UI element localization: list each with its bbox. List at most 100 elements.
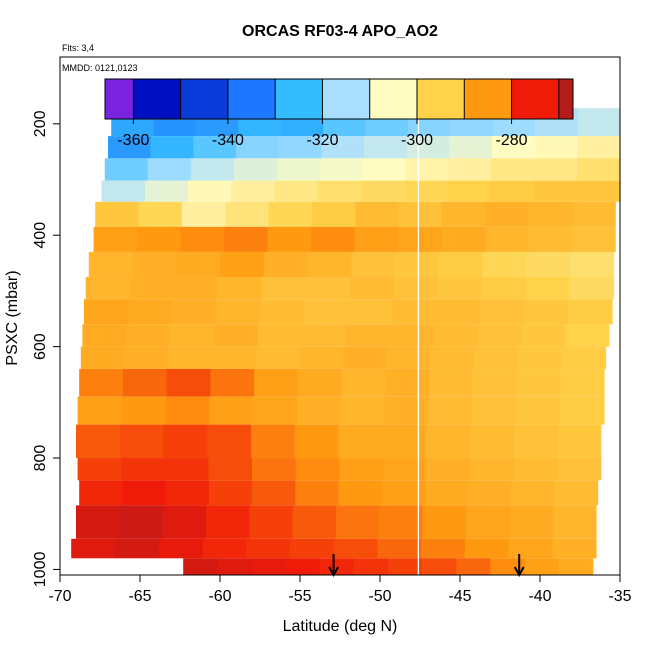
heatmap-cells bbox=[71, 108, 621, 575]
heat-cell bbox=[516, 368, 561, 397]
heat-cell bbox=[437, 277, 483, 300]
heat-cell bbox=[469, 424, 514, 459]
heat-cell bbox=[295, 480, 339, 506]
heat-cell bbox=[354, 226, 399, 252]
heat-cell bbox=[484, 226, 529, 252]
heat-cell bbox=[268, 201, 313, 227]
heat-cell bbox=[438, 251, 483, 278]
heat-cell bbox=[217, 277, 263, 300]
heat-cell bbox=[289, 538, 335, 559]
x-tick-label: -70 bbox=[48, 588, 71, 605]
heat-cell bbox=[254, 368, 299, 397]
heat-cell bbox=[534, 136, 578, 159]
heat-cell bbox=[77, 396, 123, 425]
heat-cell bbox=[224, 226, 269, 252]
heat-cell bbox=[339, 458, 384, 481]
heat-cell bbox=[406, 136, 450, 159]
heat-cell bbox=[348, 299, 393, 325]
heat-cell bbox=[114, 538, 160, 559]
heat-cell bbox=[124, 346, 169, 369]
colorbar: -360 -340 -320 -300 -280 bbox=[104, 78, 574, 149]
heat-cell bbox=[472, 368, 518, 397]
axes: -70 -65 -60 -55 -50 -45 -40 -35 200 400 600 800 1000 bbox=[32, 56, 632, 605]
colorbar-tick-label: -360 bbox=[117, 132, 149, 149]
heat-cell bbox=[511, 480, 555, 506]
y-tick-label: 800 bbox=[32, 445, 49, 472]
heat-cell bbox=[122, 480, 167, 506]
heat-cell bbox=[474, 346, 519, 369]
heat-cell bbox=[561, 346, 607, 369]
heat-cell bbox=[528, 201, 573, 227]
heat-cell bbox=[554, 480, 599, 506]
heat-cell bbox=[516, 396, 561, 425]
heat-cell bbox=[508, 538, 553, 559]
heat-cell bbox=[231, 180, 275, 202]
heat-cell bbox=[163, 424, 208, 459]
heat-cell bbox=[285, 558, 321, 575]
heat-cell bbox=[524, 299, 569, 325]
heat-cell bbox=[571, 226, 616, 252]
heat-cell bbox=[82, 324, 127, 347]
heat-cell bbox=[252, 458, 297, 481]
heat-cell bbox=[386, 346, 432, 369]
heat-cell bbox=[424, 480, 469, 506]
heat-cell bbox=[577, 136, 621, 159]
heat-cell bbox=[162, 505, 207, 539]
heat-cell bbox=[209, 396, 254, 425]
heat-cell bbox=[126, 324, 171, 347]
heat-cell bbox=[310, 226, 355, 252]
heat-cell bbox=[129, 277, 175, 300]
heat-cell bbox=[534, 158, 578, 181]
y-tick-label: 600 bbox=[32, 333, 49, 360]
colorbar-bin bbox=[180, 79, 229, 119]
heat-cell bbox=[394, 251, 440, 278]
heat-cell bbox=[485, 201, 530, 227]
heat-cell bbox=[260, 299, 305, 325]
heat-cell bbox=[147, 158, 192, 181]
flights-annotation: Flts: 3,4 bbox=[62, 43, 94, 53]
chart-title: ORCAS RF03-4 APO_AO2 bbox=[242, 23, 438, 40]
y-axis-label: PSXC (mbar) bbox=[4, 270, 21, 365]
heat-cell bbox=[276, 158, 321, 181]
colorbar-bin bbox=[322, 79, 371, 119]
heat-cell bbox=[353, 558, 389, 575]
heat-cell bbox=[560, 396, 605, 425]
colorbar-tick-label: -320 bbox=[306, 132, 338, 149]
heat-cell bbox=[119, 424, 165, 459]
heat-cell bbox=[165, 396, 210, 425]
heat-cell bbox=[340, 396, 386, 425]
x-tick-label: -35 bbox=[608, 588, 631, 605]
heat-cell bbox=[138, 201, 183, 227]
heat-cell bbox=[257, 324, 303, 347]
heat-cell bbox=[436, 299, 481, 325]
heat-cell bbox=[255, 346, 301, 369]
plot-frame bbox=[59, 56, 621, 576]
heat-cell bbox=[95, 201, 140, 227]
heat-cell bbox=[251, 558, 287, 575]
x-tick-label: -50 bbox=[368, 588, 391, 605]
heat-cell bbox=[261, 277, 307, 300]
heat-cell bbox=[214, 324, 259, 347]
heat-cell bbox=[524, 558, 560, 575]
heat-cell bbox=[76, 505, 120, 539]
heat-cell bbox=[225, 201, 270, 227]
heat-cell bbox=[430, 346, 475, 369]
heat-cell bbox=[428, 396, 473, 425]
heat-cell bbox=[217, 558, 253, 575]
heat-cell bbox=[398, 201, 443, 227]
heat-cell bbox=[456, 558, 491, 575]
heat-cell bbox=[557, 424, 602, 459]
date-annotation: MMDD: 0121,0123 bbox=[62, 63, 138, 73]
heat-cell bbox=[267, 226, 312, 252]
heat-cell bbox=[85, 277, 131, 300]
heat-cell bbox=[233, 158, 278, 181]
heat-cell bbox=[404, 180, 448, 202]
heat-cell bbox=[568, 299, 613, 325]
heat-cell bbox=[173, 277, 219, 300]
heat-cell bbox=[252, 480, 296, 506]
heat-cell bbox=[422, 505, 467, 539]
heat-cell bbox=[447, 180, 491, 202]
heat-cell bbox=[377, 538, 422, 559]
heat-cell bbox=[449, 136, 493, 159]
heat-cell bbox=[405, 158, 449, 181]
